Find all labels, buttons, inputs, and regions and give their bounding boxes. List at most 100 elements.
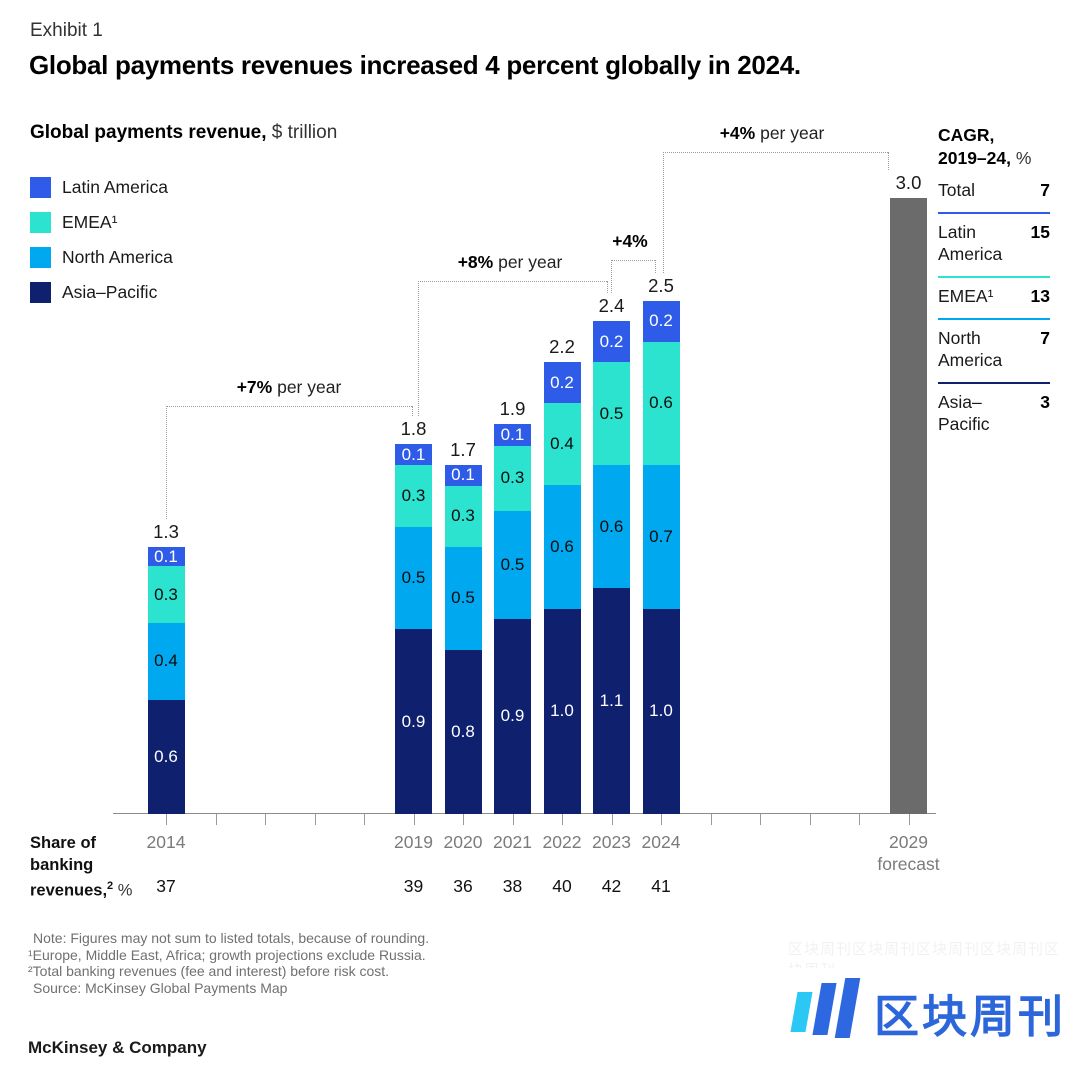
cagr-header-line2: 2019–24, % bbox=[938, 148, 1032, 168]
bar-segment-2020-Asia–Pacific: 0.8 bbox=[444, 649, 482, 814]
share-value-2019: 39 bbox=[403, 876, 424, 896]
legend-item: North America bbox=[30, 247, 173, 268]
watermark-bar-icon bbox=[834, 978, 861, 1038]
footnote-1: ¹Europe, Middle East, Africa; growth pro… bbox=[28, 946, 426, 963]
share-value-2014: 37 bbox=[156, 876, 176, 896]
bar-2014: 0.1 0.3 0.4 0.6 bbox=[147, 547, 185, 814]
cagr-row-total: Total 7 bbox=[938, 179, 1050, 201]
growth-bracket-leg-right bbox=[412, 406, 413, 417]
footnotes: Note: Figures may not sum to listed tota… bbox=[28, 930, 429, 996]
cagr-row-name: Asia– bbox=[938, 392, 982, 412]
cagr-row-name-line2: Pacific bbox=[938, 414, 990, 434]
bar-segment-2022-Latin America: 0.2 bbox=[543, 362, 581, 404]
bar-segment-2020-Latin America: 0.1 bbox=[444, 464, 482, 486]
bar-segment-2019-Asia–Pacific: 0.9 bbox=[395, 629, 432, 814]
exhibit-label: Exhibit 1 bbox=[30, 20, 103, 41]
cagr-row-value: 7 bbox=[1040, 328, 1050, 348]
cagr-header-line1: CAGR, bbox=[938, 125, 995, 145]
growth-bracket-leg-left bbox=[663, 152, 664, 273]
bar-segment-2024-North America: 0.7 bbox=[642, 464, 680, 609]
bar-2020: 0.1 0.3 0.5 0.8 bbox=[444, 464, 482, 814]
bar-segment-2019-North America: 0.5 bbox=[395, 526, 432, 630]
growth-bracket-leg-right bbox=[888, 152, 889, 171]
share-value-2023: 42 bbox=[601, 876, 622, 896]
axis-tick bbox=[859, 814, 860, 825]
growth-annotation: +8% per year bbox=[400, 252, 620, 273]
legend-swatch-icon bbox=[30, 247, 51, 268]
growth-bracket-line bbox=[418, 281, 607, 282]
legend-swatch-icon bbox=[30, 177, 51, 198]
cagr-rows: Total 7 Latin 15 America EMEA¹ 13 North 7 America… bbox=[938, 179, 1050, 435]
bar-segment-2020-EMEA¹: 0.3 bbox=[444, 485, 482, 548]
cagr-row-name: North bbox=[938, 328, 981, 348]
bar-segment-2023-EMEA¹: 0.5 bbox=[593, 362, 630, 465]
page-title: Global payments revenues increased 4 per… bbox=[29, 50, 801, 80]
growth-bracket-leg-left bbox=[418, 281, 419, 417]
growth-annotation: +4% bbox=[520, 231, 740, 252]
legend-swatch-icon bbox=[30, 282, 51, 303]
growth-bracket-line bbox=[611, 260, 655, 261]
footnote-2: ²Total banking revenues (fee and interes… bbox=[28, 963, 390, 979]
watermark-text: 区块周刊 bbox=[874, 991, 1067, 1042]
cagr-row-asia–pacific: Asia– 3 Pacific bbox=[938, 382, 1050, 435]
share-of-banking-label: Share of banking revenues,2 % bbox=[30, 834, 133, 900]
bar-segment-2023-Asia–Pacific: 1.1 bbox=[593, 588, 630, 814]
year-sublabel-2029: forecast bbox=[877, 854, 940, 874]
watermark-bars-icon bbox=[790, 974, 870, 1038]
bar-segment-2022-North America: 0.6 bbox=[543, 485, 581, 609]
watermark-faint: 区块周刊区块周刊区块周刊区块周刊区块周刊 bbox=[788, 941, 1061, 968]
bar-2019: 0.1 0.3 0.5 0.9 bbox=[395, 444, 432, 814]
bar-total-label-2024: 2.5 bbox=[648, 274, 674, 296]
growth-annotation-unit: per year bbox=[493, 252, 563, 272]
growth-bracket-leg-right bbox=[607, 281, 608, 294]
share-value-2021: 38 bbox=[502, 876, 523, 896]
cagr-row-value: 15 bbox=[1030, 222, 1050, 242]
bar-total-label-2021: 1.9 bbox=[499, 397, 526, 419]
axis-tick bbox=[265, 814, 266, 825]
cagr-row-line1: Latin 15 bbox=[938, 221, 1050, 243]
legend-item: Latin America bbox=[30, 177, 173, 198]
cagr-row-name-line2: America bbox=[938, 350, 1003, 370]
cagr-row-line1: North 7 bbox=[938, 327, 1050, 349]
axis-tick bbox=[463, 814, 464, 825]
year-label-2023: 2023 bbox=[592, 832, 631, 852]
chart-title: Global payments revenue, $ trillion bbox=[30, 122, 337, 144]
cagr-row-line1: Total 7 bbox=[938, 179, 1050, 201]
axis-tick bbox=[908, 814, 910, 825]
bar-segment-2020-North America: 0.5 bbox=[444, 547, 482, 650]
legend-swatch-icon bbox=[30, 212, 51, 233]
cagr-row-line1: EMEA¹ 13 bbox=[938, 285, 1050, 307]
bar-segment-2019-EMEA¹: 0.3 bbox=[395, 464, 432, 527]
growth-bracket-leg-left bbox=[611, 260, 612, 294]
bar-segment-2014-Latin America: 0.1 bbox=[147, 547, 185, 567]
growth-bracket-line bbox=[663, 152, 888, 153]
growth-annotation-value: +7% bbox=[236, 377, 273, 397]
bar-total-label-2029: 3.0 bbox=[895, 172, 922, 194]
axis-tick bbox=[710, 814, 712, 825]
bar-segment-2023-Latin America: 0.2 bbox=[593, 321, 630, 363]
cagr-row-name: EMEA¹ bbox=[938, 286, 994, 306]
bar-segment-2014-Asia–Pacific: 0.6 bbox=[147, 699, 185, 814]
axis-tick bbox=[314, 814, 316, 825]
bar-total-label-2014: 1.3 bbox=[153, 521, 179, 543]
bar-segment-2021-EMEA¹: 0.3 bbox=[494, 445, 531, 511]
legend: Latin America EMEA¹ North America Asia–Paci… bbox=[30, 177, 173, 317]
bar-segment-2024-Asia–Pacific: 1.0 bbox=[642, 608, 680, 814]
bar-2023: 0.2 0.5 0.6 1.1 bbox=[593, 321, 630, 814]
cagr-row-name-line2: America bbox=[938, 244, 1003, 264]
watermark-bar-icon bbox=[790, 992, 813, 1032]
bar-total-label-2023: 2.4 bbox=[598, 295, 625, 317]
cagr-row-name: Total bbox=[938, 180, 975, 200]
watermark-bar-icon bbox=[812, 983, 837, 1035]
bar-2021: 0.1 0.3 0.5 0.9 bbox=[494, 423, 531, 814]
bar-segment-2023-North America: 0.6 bbox=[593, 464, 630, 589]
axis-tick bbox=[364, 814, 365, 825]
cagr-row-value: 3 bbox=[1040, 392, 1050, 412]
growth-annotation-value: +8% bbox=[457, 252, 494, 272]
bar-segment-2024-EMEA¹: 0.6 bbox=[642, 341, 680, 465]
year-label-2020: 2020 bbox=[443, 832, 483, 852]
year-label-2022: 2022 bbox=[542, 832, 582, 852]
bar-2022: 0.2 0.4 0.6 1.0 bbox=[543, 362, 581, 814]
forecast-bar-2029 bbox=[890, 198, 927, 814]
